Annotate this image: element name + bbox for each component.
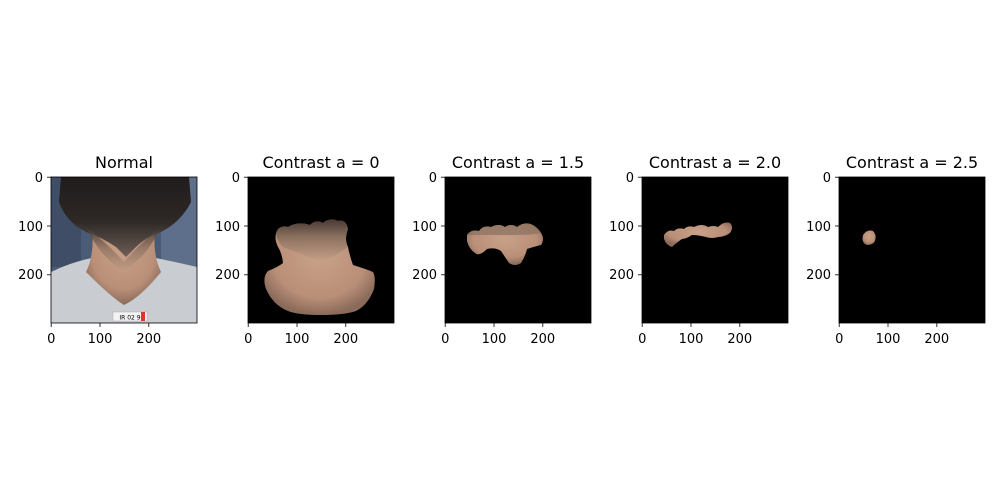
y-tick-label: 0 <box>429 171 437 186</box>
y-ticks: 0 100 200 <box>18 171 51 283</box>
y-tick-label: 100 <box>609 220 634 235</box>
y-tick-label: 200 <box>412 268 437 283</box>
y-ticks: 0 100 200 <box>806 171 839 283</box>
panel-image <box>642 177 788 323</box>
panel-image <box>248 177 394 323</box>
axes-frame <box>838 176 986 324</box>
axes-frame <box>50 176 198 324</box>
y-ticks: 0 100 200 <box>412 171 445 283</box>
x-tick-label: 200 <box>530 332 555 347</box>
x-tick-label: 100 <box>88 332 113 347</box>
x-ticks: 0 100 200 <box>835 323 949 347</box>
x-tick-label: 0 <box>244 332 252 347</box>
y-tick-label: 100 <box>412 220 437 235</box>
y-tick-label: 0 <box>35 171 43 186</box>
y-tick-label: 200 <box>18 268 43 283</box>
panel-image: IR 02 9 <box>51 177 197 323</box>
x-tick-label: 100 <box>876 332 901 347</box>
axes-frame <box>641 176 789 324</box>
x-tick-label: 200 <box>727 332 752 347</box>
y-ticks: 0 100 200 <box>609 171 642 283</box>
y-tick-label: 100 <box>806 220 831 235</box>
x-tick-label: 200 <box>136 332 161 347</box>
axes-frame <box>444 176 592 324</box>
y-tick-label: 200 <box>806 268 831 283</box>
x-tick-label: 100 <box>482 332 507 347</box>
x-ticks: 0 100 200 <box>441 323 555 347</box>
panel-title: Contrast a = 0 <box>262 153 379 172</box>
x-tick-label: 100 <box>285 332 310 347</box>
panel-contrast-2-0: Contrast a = 2.0 0 100 200 0 100 200 <box>609 153 789 347</box>
panel-normal: Normal IR 02 9 0 100 200 0 10 <box>18 153 198 347</box>
y-tick-label: 0 <box>626 171 634 186</box>
x-ticks: 0 100 200 <box>244 323 358 347</box>
x-tick-label: 0 <box>638 332 646 347</box>
panel-title: Contrast a = 1.5 <box>452 153 584 172</box>
y-tick-label: 0 <box>232 171 240 186</box>
panel-title: Normal <box>95 153 153 172</box>
panel-title: Contrast a = 2.0 <box>649 153 781 172</box>
x-tick-label: 0 <box>441 332 449 347</box>
axes-frame <box>247 176 395 324</box>
panel-title: Contrast a = 2.5 <box>846 153 978 172</box>
y-ticks: 0 100 200 <box>215 171 248 283</box>
x-tick-label: 0 <box>835 332 843 347</box>
panel-contrast-1-5: Contrast a = 1.5 0 100 200 0 100 200 <box>412 153 592 347</box>
panel-contrast-2-5: Contrast a = 2.5 0 100 200 0 100 200 <box>806 153 986 347</box>
y-tick-label: 100 <box>215 220 240 235</box>
x-tick-label: 100 <box>679 332 704 347</box>
x-tick-label: 200 <box>924 332 949 347</box>
panel-contrast-0: Contrast a = 0 0 100 200 0 100 200 <box>215 153 395 347</box>
y-tick-label: 200 <box>609 268 634 283</box>
y-tick-label: 100 <box>18 220 43 235</box>
panel-image <box>839 177 985 323</box>
x-tick-label: 0 <box>47 332 55 347</box>
y-tick-label: 200 <box>215 268 240 283</box>
label-sticker: IR 02 9 <box>119 315 140 322</box>
panel-image <box>445 177 591 323</box>
x-ticks: 0 100 200 <box>638 323 752 347</box>
x-tick-label: 200 <box>333 332 358 347</box>
x-ticks: 0 100 200 <box>47 323 161 347</box>
y-tick-label: 0 <box>823 171 831 186</box>
